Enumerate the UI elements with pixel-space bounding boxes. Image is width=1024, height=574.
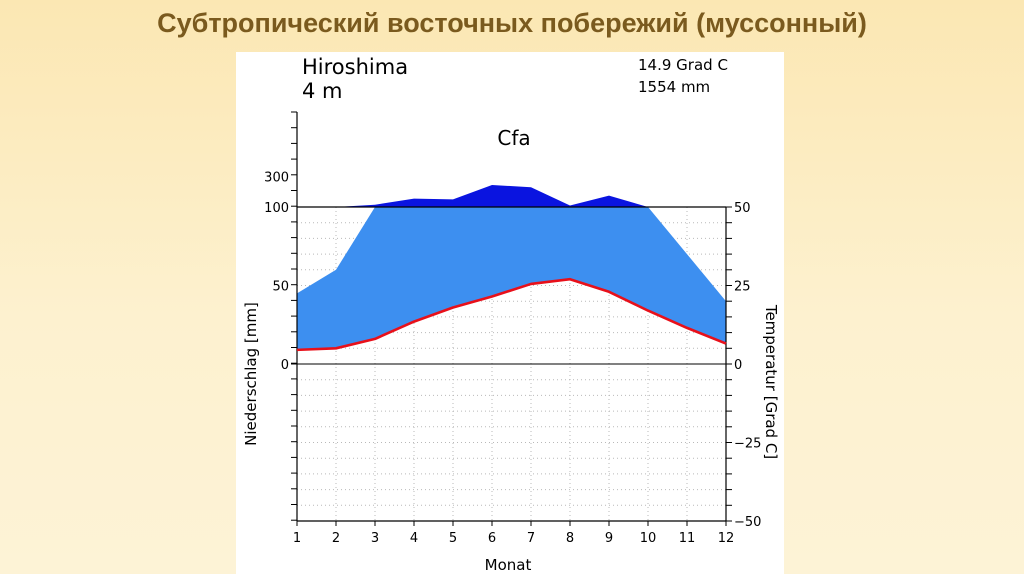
precipitation-excess-area — [297, 184, 726, 207]
left-axis-label: Niederschlag [mm] — [242, 302, 260, 446]
x-tick-label: 12 — [718, 531, 735, 546]
right-tick-label: 0 — [734, 358, 742, 373]
slide-title: Субтропический восточных побережий (мусс… — [157, 8, 867, 38]
x-tick-label: 10 — [640, 531, 657, 546]
temperature-line — [296, 277, 727, 352]
left-tick-label: 100 — [264, 201, 289, 216]
x-tick-label: 8 — [566, 531, 574, 546]
annual-temperature: 14.9 Grad C — [638, 56, 728, 74]
x-tick-label: 2 — [332, 531, 340, 546]
climate-diagram-panel: 0 50 100 300 50 25 0 −25 −50 1 2 3 4 5 6 7 8 9 10 11 12 Hiro… — [236, 52, 784, 574]
left-tick-label: 50 — [272, 280, 289, 295]
left-tick-label: 300 — [264, 171, 289, 186]
right-tick-label: 25 — [734, 280, 751, 295]
annual-precipitation: 1554 mm — [638, 78, 710, 96]
right-tick-label: −25 — [734, 437, 761, 452]
station-elevation: 4 m — [302, 79, 343, 103]
station-name: Hiroshima — [302, 55, 408, 79]
left-tick-label: 0 — [281, 358, 289, 373]
x-tick-label: 7 — [527, 531, 535, 546]
x-tick-label: 3 — [371, 531, 379, 546]
precipitation-humid-area — [297, 207, 726, 350]
x-tick-label: 1 — [293, 531, 301, 546]
climate-class: Cfa — [497, 126, 530, 150]
right-axis-label: Temperatur [Grad C] — [762, 304, 780, 459]
x-tick-label: 6 — [488, 531, 496, 546]
right-tick-label: 50 — [734, 201, 751, 216]
precipitation-areas — [297, 184, 726, 350]
x-axis-label: Monat — [485, 556, 532, 574]
x-tick-label: 5 — [449, 531, 457, 546]
temperature-series — [296, 277, 727, 352]
x-tick-label: 9 — [605, 531, 613, 546]
x-tick-label: 4 — [410, 531, 418, 546]
right-tick-label: −50 — [734, 515, 761, 530]
x-tick-label: 11 — [679, 531, 696, 546]
